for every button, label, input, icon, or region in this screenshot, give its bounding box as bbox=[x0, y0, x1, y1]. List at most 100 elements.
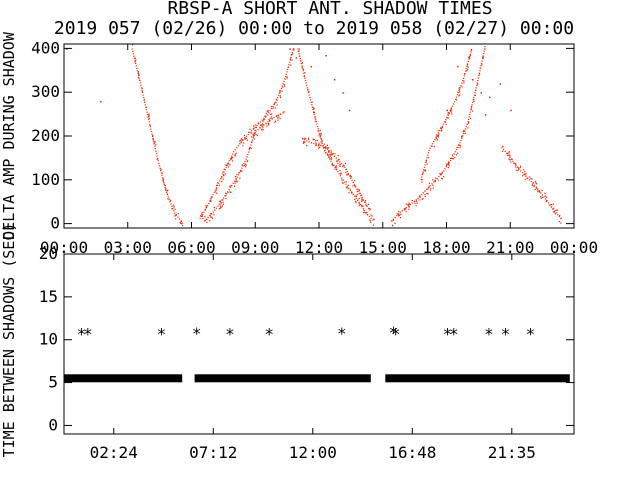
data-point bbox=[399, 214, 401, 216]
data-point bbox=[515, 169, 517, 171]
data-point bbox=[321, 138, 323, 140]
data-point bbox=[216, 184, 218, 187]
x-tick-label: 18:00 bbox=[422, 238, 470, 257]
data-point bbox=[213, 207, 215, 209]
data-point bbox=[418, 196, 421, 198]
data-point bbox=[261, 128, 263, 130]
data-point bbox=[290, 64, 292, 66]
data-point bbox=[303, 76, 305, 78]
data-point bbox=[437, 179, 439, 181]
data-point bbox=[305, 138, 307, 140]
data-point bbox=[256, 134, 259, 137]
top-panel-axes: 00:00 03:00 06:00 09:00 12:00 15:00 18:00 21:00… bbox=[31, 38, 598, 257]
data-point bbox=[320, 133, 322, 135]
data-point bbox=[225, 198, 227, 200]
data-point bbox=[260, 124, 262, 126]
data-point bbox=[339, 165, 341, 167]
data-point bbox=[200, 215, 202, 217]
data-point bbox=[181, 223, 183, 225]
data-point bbox=[461, 136, 463, 138]
data-point bbox=[506, 154, 508, 156]
data-point bbox=[449, 110, 452, 112]
data-point bbox=[367, 203, 369, 205]
data-point bbox=[408, 206, 410, 208]
data-point bbox=[301, 62, 304, 64]
data-point bbox=[307, 137, 309, 139]
data-point bbox=[411, 200, 413, 202]
data-point: * bbox=[526, 325, 536, 344]
data-point bbox=[508, 154, 511, 156]
data-point bbox=[469, 57, 471, 59]
data-point: * bbox=[449, 325, 459, 344]
data-point bbox=[531, 178, 533, 180]
data-point bbox=[253, 138, 255, 140]
data-point bbox=[253, 127, 255, 129]
data-point bbox=[470, 117, 472, 119]
data-point bbox=[391, 220, 393, 222]
data-point bbox=[265, 112, 267, 114]
data-point bbox=[357, 199, 359, 201]
data-point bbox=[358, 203, 360, 205]
data-point bbox=[274, 121, 276, 123]
data-point bbox=[223, 174, 225, 176]
data-point bbox=[429, 189, 431, 191]
data-point bbox=[152, 135, 154, 137]
data-point bbox=[301, 66, 303, 68]
data-point bbox=[253, 125, 255, 127]
data-point bbox=[501, 150, 504, 152]
data-point bbox=[391, 224, 394, 226]
data-point bbox=[234, 185, 236, 187]
data-point bbox=[325, 147, 327, 149]
data-point bbox=[325, 145, 327, 147]
data-point bbox=[274, 120, 277, 122]
data-point bbox=[349, 174, 351, 176]
data-point bbox=[541, 196, 543, 198]
data-point bbox=[220, 206, 222, 208]
data-point bbox=[448, 165, 450, 167]
data-point bbox=[303, 142, 305, 144]
data-point bbox=[152, 137, 154, 140]
data-point bbox=[432, 184, 434, 186]
data-point bbox=[437, 135, 439, 137]
data-point bbox=[312, 112, 315, 114]
data-point bbox=[448, 163, 450, 165]
data-point bbox=[346, 187, 348, 189]
x-tick-label: 16:48 bbox=[388, 443, 436, 462]
data-point bbox=[424, 190, 426, 192]
data-point bbox=[319, 136, 321, 138]
data-point bbox=[363, 209, 365, 211]
data-point bbox=[340, 172, 342, 174]
data-point bbox=[370, 214, 372, 216]
data-point bbox=[330, 158, 332, 160]
data-point: * bbox=[501, 325, 511, 344]
data-point bbox=[138, 74, 140, 76]
data-point bbox=[174, 208, 176, 210]
data-point bbox=[441, 127, 443, 129]
data-point bbox=[342, 166, 344, 168]
data-point bbox=[534, 181, 537, 183]
data-point bbox=[329, 155, 332, 157]
data-point bbox=[300, 59, 302, 62]
data-point bbox=[266, 110, 268, 112]
data-point bbox=[524, 171, 526, 173]
data-point bbox=[234, 155, 236, 157]
data-point bbox=[202, 217, 204, 219]
y-tick-label: 100 bbox=[31, 170, 60, 189]
data-point bbox=[308, 138, 310, 141]
data-point bbox=[468, 56, 470, 58]
data-point bbox=[444, 121, 446, 123]
data-point bbox=[468, 121, 470, 123]
data-point bbox=[335, 166, 337, 168]
data-point bbox=[278, 116, 280, 118]
data-point bbox=[545, 199, 548, 202]
data-point bbox=[421, 174, 423, 176]
data-point bbox=[447, 117, 449, 119]
data-point bbox=[240, 142, 242, 144]
data-point bbox=[354, 198, 356, 200]
data-point bbox=[349, 188, 351, 190]
data-point bbox=[467, 127, 469, 129]
data-point bbox=[177, 213, 179, 215]
data-point bbox=[523, 173, 525, 175]
data-point bbox=[244, 138, 246, 140]
data-point bbox=[502, 145, 504, 147]
